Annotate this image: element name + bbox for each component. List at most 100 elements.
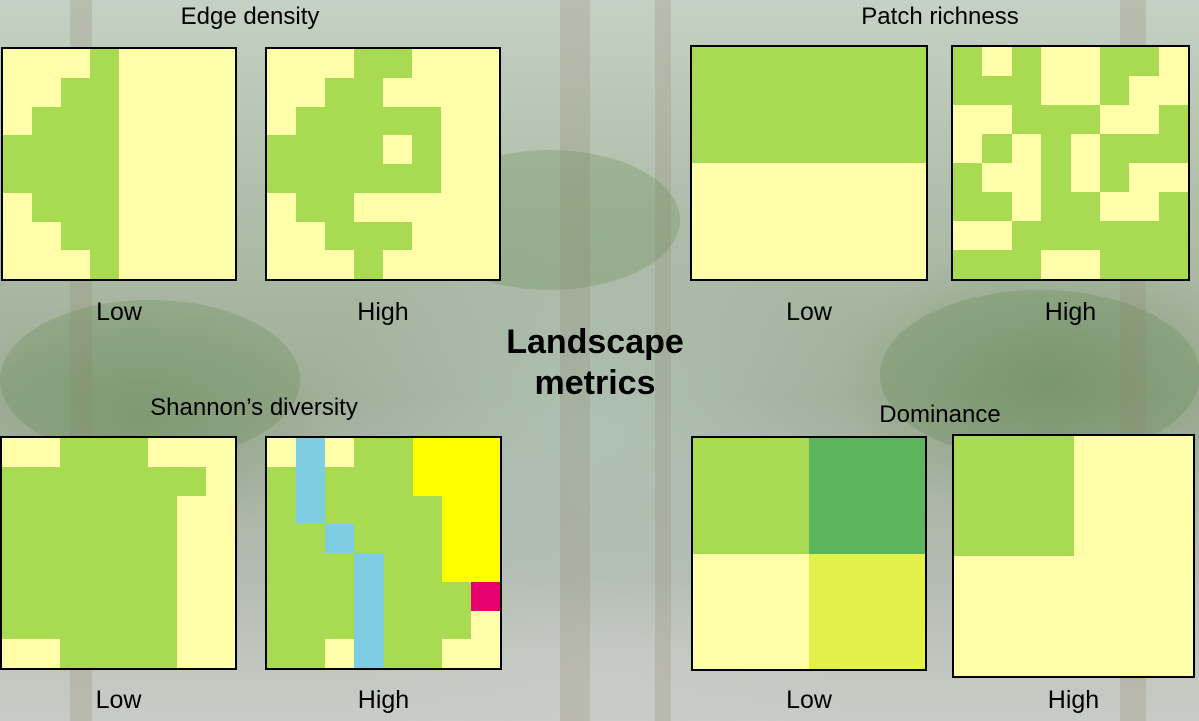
grid-cell bbox=[31, 553, 61, 582]
grid-cell bbox=[953, 47, 983, 76]
grid-cell bbox=[412, 250, 441, 279]
grid-cell bbox=[1011, 47, 1042, 76]
grid-cell bbox=[441, 135, 470, 164]
panel-title-edge-density: Edge density bbox=[180, 3, 320, 30]
grid-cell bbox=[1011, 250, 1042, 279]
grid-cell bbox=[1158, 250, 1188, 279]
grid-cell bbox=[3, 49, 32, 78]
grid-cell bbox=[205, 438, 235, 467]
grid-cell bbox=[325, 221, 354, 251]
grid-cell bbox=[1073, 436, 1134, 496]
grid-cell bbox=[1099, 163, 1130, 192]
grid-cell bbox=[118, 524, 148, 553]
grid-cell bbox=[692, 221, 722, 250]
grid-cell bbox=[779, 76, 809, 105]
grid-cell bbox=[296, 639, 326, 668]
grid-cell bbox=[1099, 105, 1130, 134]
grid-cell bbox=[1133, 616, 1193, 676]
grid-cell bbox=[177, 77, 206, 107]
grid-cell bbox=[296, 581, 326, 611]
grid-cell bbox=[412, 192, 441, 222]
grid-cell bbox=[148, 221, 177, 251]
grid-cell bbox=[206, 49, 235, 78]
grid-cell bbox=[296, 77, 325, 107]
label-shannons-diversity-high: High bbox=[357, 686, 410, 714]
grid-cell bbox=[60, 524, 90, 553]
label-dominance-low: Low bbox=[786, 686, 832, 714]
grid-cell bbox=[1013, 616, 1074, 676]
grid-cell bbox=[693, 553, 751, 612]
grid-cell bbox=[1099, 221, 1130, 250]
grid-cell bbox=[383, 77, 412, 107]
grid-cell bbox=[176, 610, 206, 640]
grid-cell bbox=[721, 192, 751, 221]
grid-cell bbox=[90, 106, 119, 136]
grid-cell bbox=[119, 49, 148, 78]
grid-edge-density-high bbox=[265, 47, 501, 281]
grid-cell bbox=[750, 76, 780, 105]
grid-cell bbox=[296, 106, 325, 136]
grid-cell bbox=[3, 192, 32, 222]
grid-cell bbox=[1129, 163, 1159, 192]
grid-cell bbox=[441, 164, 470, 193]
grid-cell bbox=[693, 611, 751, 669]
grid-cell bbox=[354, 438, 384, 467]
grid-cell bbox=[750, 250, 780, 279]
grid-cell bbox=[982, 134, 1012, 163]
grid-cell bbox=[177, 135, 206, 164]
grid-cell bbox=[693, 495, 751, 554]
grid-cell bbox=[867, 134, 897, 163]
grid-cell bbox=[953, 76, 983, 105]
grid-cell bbox=[2, 610, 32, 640]
grid-cell bbox=[1011, 76, 1042, 105]
grid-cell bbox=[412, 221, 441, 251]
grid-cell bbox=[867, 76, 897, 105]
grid-cell bbox=[267, 495, 297, 525]
grid-cell bbox=[750, 221, 780, 250]
grid-cell bbox=[206, 106, 235, 136]
grid-cell bbox=[441, 77, 470, 107]
grid-cell bbox=[176, 639, 206, 668]
grid-cell bbox=[296, 250, 325, 279]
grid-cell bbox=[779, 105, 809, 134]
grid-cell bbox=[60, 553, 90, 582]
panel-title-shannons-diversity: Shannon’s diversity bbox=[150, 394, 358, 421]
grid-cell bbox=[692, 250, 722, 279]
grid-cell bbox=[867, 438, 925, 496]
grid-cell bbox=[751, 611, 809, 669]
grid-cell bbox=[1099, 134, 1130, 163]
grid-cell bbox=[1129, 76, 1159, 105]
grid-cell bbox=[867, 250, 897, 279]
grid-cell bbox=[721, 163, 751, 192]
grid-cell bbox=[470, 553, 500, 582]
grid-cell bbox=[354, 553, 384, 582]
grid-cell bbox=[206, 250, 235, 279]
grid-cell bbox=[325, 581, 355, 611]
grid-cell bbox=[470, 77, 499, 107]
grid-cell bbox=[1070, 134, 1100, 163]
background-foliage bbox=[0, 300, 300, 460]
grid-cell bbox=[267, 581, 297, 611]
grid-cell bbox=[1158, 47, 1188, 76]
grid-cell bbox=[90, 192, 119, 222]
grid-cell bbox=[32, 164, 61, 193]
grid-cell bbox=[1099, 192, 1130, 221]
grid-cell bbox=[90, 221, 119, 251]
grid-cell bbox=[2, 639, 32, 668]
grid-cell bbox=[325, 77, 354, 107]
grid-cell bbox=[31, 495, 61, 525]
grid-cell bbox=[721, 105, 751, 134]
grid-cell bbox=[751, 438, 809, 496]
grid-cell bbox=[60, 438, 90, 467]
grid-cell bbox=[412, 164, 441, 193]
grid-cell bbox=[867, 105, 897, 134]
grid-cell bbox=[148, 250, 177, 279]
grid-cell bbox=[721, 76, 751, 105]
grid-cell bbox=[1070, 250, 1100, 279]
grid-cell bbox=[838, 221, 868, 250]
grid-cell bbox=[1041, 221, 1071, 250]
grid-cell bbox=[267, 466, 297, 496]
grid-dominance-low bbox=[691, 436, 927, 671]
grid-cell bbox=[1041, 134, 1071, 163]
grid-cell bbox=[296, 524, 326, 553]
